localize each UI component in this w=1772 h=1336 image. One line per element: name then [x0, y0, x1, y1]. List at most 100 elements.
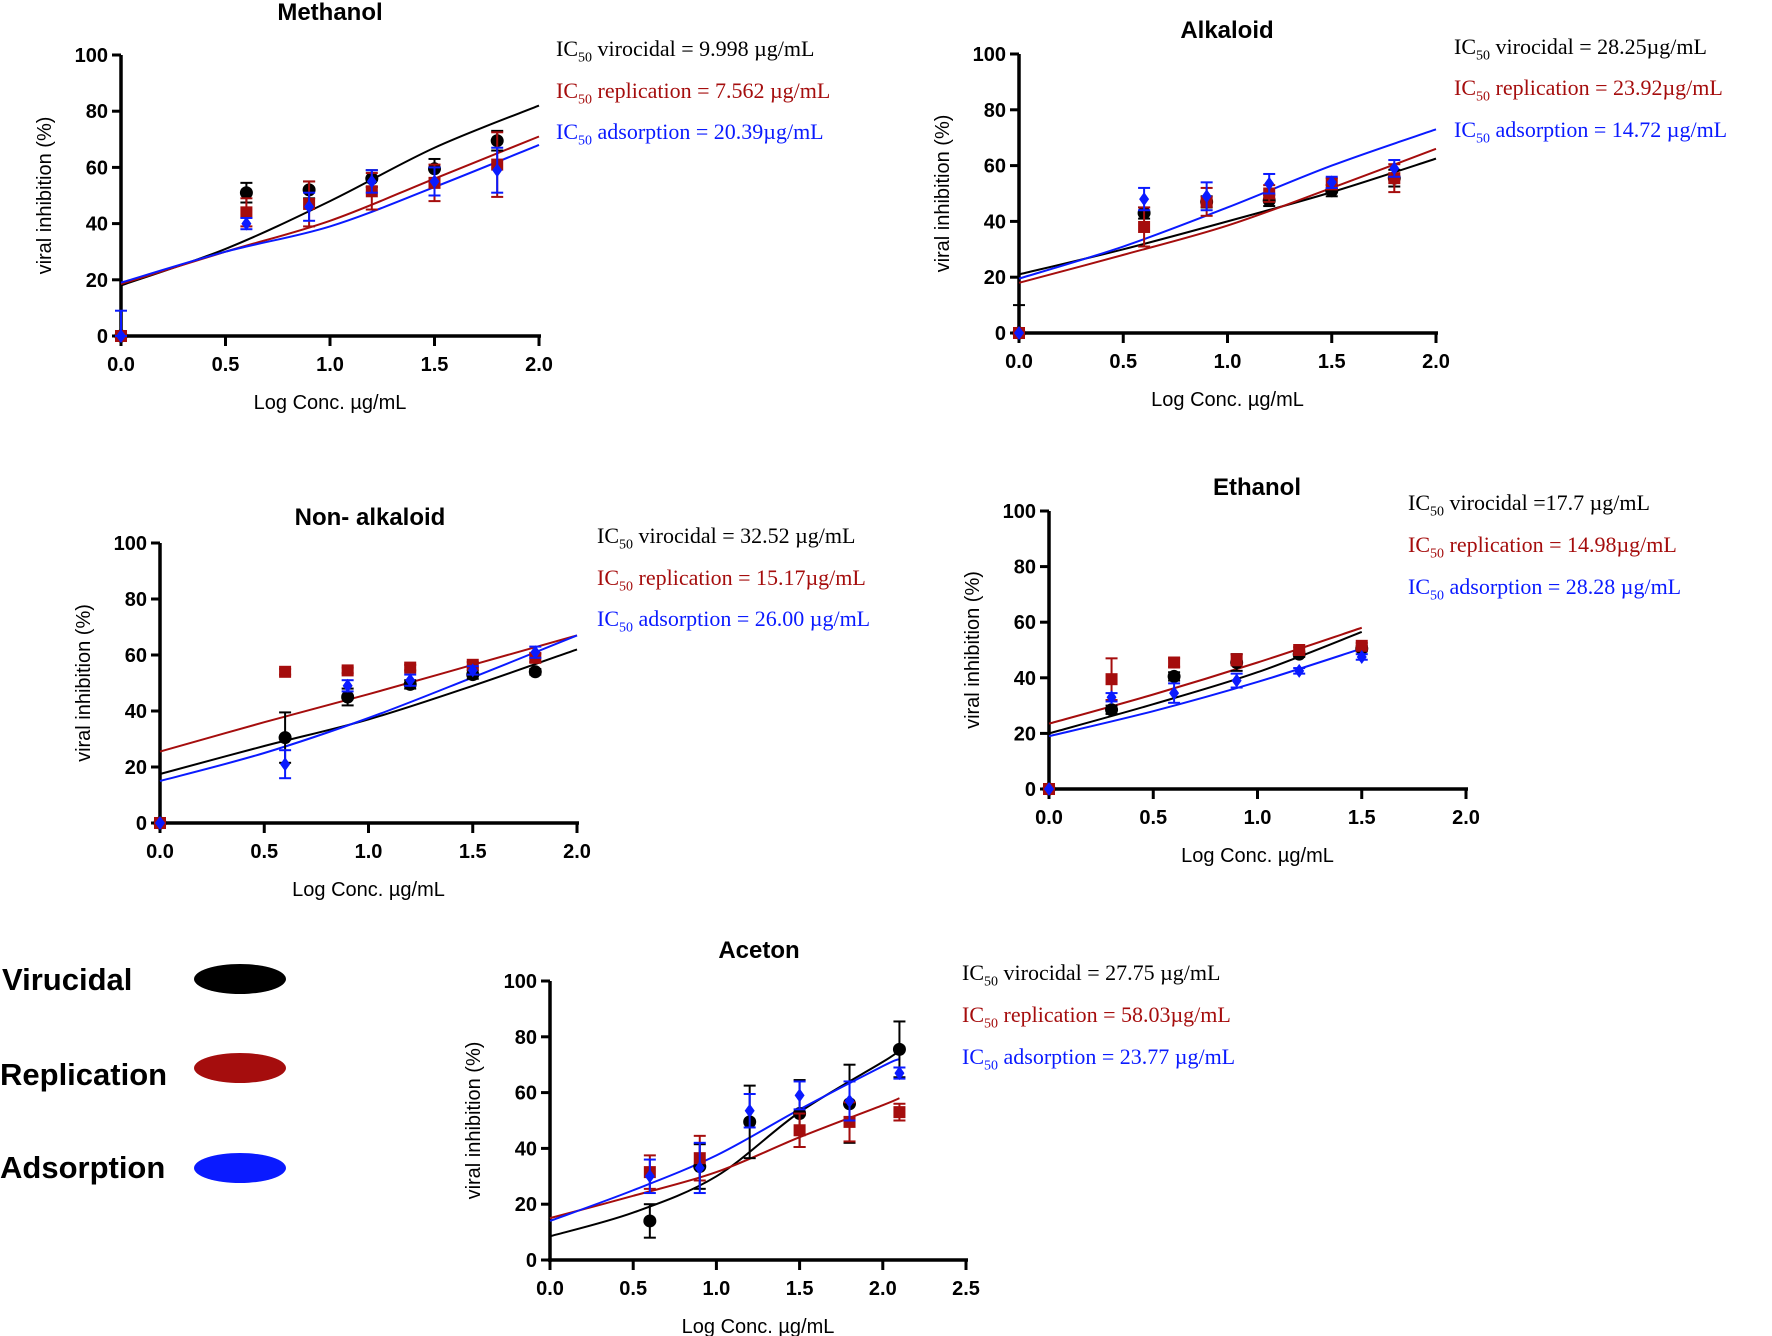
ic50-subscript: 50: [1476, 131, 1490, 147]
y-tick-label: 40: [984, 211, 1006, 233]
ic50-prefix: IC: [556, 78, 578, 103]
data-point-adsorption: [1044, 782, 1054, 796]
ic50-value: adsorption = 20.39µg/mL: [592, 119, 824, 144]
ic50-annotation-adsorption: IC50 adsorption = 28.28 µg/mL: [1408, 574, 1681, 604]
y-tick-label: 60: [125, 645, 147, 667]
y-tick-label: 80: [515, 1027, 537, 1049]
x-tick-label: 0.5: [250, 841, 278, 863]
y-tick-label: 40: [86, 214, 108, 236]
fit-curve-virucidal: [1018, 157, 1437, 276]
data-point-replication: [1355, 639, 1368, 652]
ic50-prefix: IC: [1454, 34, 1476, 59]
data-point-adsorption: [467, 663, 478, 678]
ic50-subscript: 50: [619, 537, 633, 553]
data-point-adsorption: [844, 1093, 855, 1108]
data-point-adsorption: [1294, 663, 1305, 678]
data-point-adsorption: [1231, 673, 1242, 688]
ic50-subscript: 50: [619, 579, 633, 595]
data-point-adsorption: [1201, 189, 1212, 204]
ic50-value: virocidal = 27.75 µg/mL: [998, 960, 1221, 985]
data-point-adsorption: [342, 678, 353, 693]
y-tick-label: 60: [86, 157, 108, 179]
data-point-replication: [893, 1106, 906, 1119]
ic50-value: adsorption = 14.72 µg/mL: [1490, 117, 1728, 142]
x-tick-label: 2.0: [1452, 807, 1480, 829]
ic50-prefix: IC: [962, 1044, 984, 1069]
data-point-replication: [1138, 220, 1151, 233]
y-axis-label: viral inhibition (%): [73, 604, 95, 762]
data-point-virucidal: [1105, 703, 1119, 717]
data-point-adsorption: [794, 1088, 805, 1103]
chart-title: Ethanol: [1213, 474, 1301, 501]
data-point-replication: [1168, 656, 1181, 669]
y-tick-label: 60: [984, 156, 1006, 178]
ic50-value: virocidal = 32.52 µg/mL: [633, 523, 856, 548]
data-point-adsorption: [304, 199, 315, 214]
chart-title: Methanol: [277, 0, 382, 26]
x-axis-label: Log Conc. µg/mL: [1181, 845, 1334, 867]
x-tick-label: 2.0: [563, 841, 591, 863]
fit-curve-replication: [120, 135, 540, 285]
ic50-subscript: 50: [1430, 546, 1444, 562]
y-tick-label: 0: [97, 326, 108, 348]
ic50-subscript: 50: [578, 92, 592, 108]
data-point-adsorption: [280, 757, 291, 772]
y-axis-label: viral inhibition (%): [932, 115, 954, 273]
y-tick-label: 20: [515, 1194, 537, 1216]
ic50-prefix: IC: [597, 523, 619, 548]
x-tick-label: 0.0: [107, 354, 135, 376]
y-tick-label: 20: [86, 270, 108, 292]
ic50-subscript: 50: [1430, 588, 1444, 604]
ic50-value: adsorption = 23.77 µg/mL: [998, 1044, 1236, 1069]
ic50-annotation-adsorption: IC50 adsorption = 23.77 µg/mL: [962, 1044, 1235, 1074]
data-point-virucidal: [892, 1042, 906, 1056]
x-tick-label: 1.0: [702, 1278, 730, 1300]
y-axis-label: viral inhibition (%): [34, 117, 56, 275]
ic50-subscript: 50: [984, 1016, 998, 1032]
x-tick-label: 0.5: [619, 1278, 647, 1300]
x-axis-label: Log Conc. µg/mL: [254, 392, 407, 414]
data-point-adsorption: [492, 163, 503, 178]
x-tick-label: 0.5: [1139, 807, 1167, 829]
data-point-adsorption: [116, 329, 126, 343]
x-tick-label: 2.0: [869, 1278, 897, 1300]
data-point-replication: [279, 665, 292, 678]
y-tick-label: 40: [515, 1138, 537, 1160]
x-axis-label: Log Conc. µg/mL: [292, 879, 445, 901]
y-tick-label: 80: [125, 589, 147, 611]
x-tick-label: 2.0: [1422, 351, 1450, 373]
y-tick-label: 20: [1014, 723, 1036, 745]
y-tick-label: 0: [1025, 779, 1036, 801]
x-tick-label: 1.5: [421, 354, 449, 376]
ic50-prefix: IC: [962, 960, 984, 985]
ic50-value: replication = 15.17µg/mL: [633, 565, 866, 590]
data-point-adsorption: [1139, 192, 1150, 207]
x-axis-label: Log Conc. µg/mL: [1151, 389, 1304, 411]
ic50-annotation-replication: IC50 replication = 23.92µg/mL: [1454, 75, 1723, 105]
data-point-virucidal: [1167, 669, 1181, 683]
y-tick-label: 60: [1014, 612, 1036, 634]
chart-title: Aceton: [718, 937, 799, 964]
data-point-adsorption: [241, 216, 252, 231]
y-tick-label: 100: [1003, 501, 1036, 523]
ic50-annotation-replication: IC50 replication = 58.03µg/mL: [962, 1002, 1231, 1032]
data-point-adsorption: [894, 1066, 905, 1081]
data-point-replication: [404, 661, 417, 674]
data-point-replication: [1230, 653, 1243, 666]
data-point-adsorption: [1169, 686, 1180, 701]
legend-swatch-adsorption: [194, 1153, 286, 1183]
x-tick-label: 2.5: [952, 1278, 980, 1300]
y-tick-label: 40: [1014, 668, 1036, 690]
chart-title: Alkaloid: [1180, 17, 1273, 44]
data-point-replication: [1293, 644, 1306, 656]
x-tick-label: 0.0: [536, 1278, 564, 1300]
y-tick-label: 20: [125, 757, 147, 779]
ic50-prefix: IC: [1454, 117, 1476, 142]
data-point-adsorption: [1389, 161, 1400, 176]
ic50-prefix: IC: [556, 119, 578, 144]
data-point-virucidal: [278, 731, 292, 745]
legend-swatch-replication: [194, 1053, 286, 1083]
data-point-adsorption: [744, 1103, 755, 1118]
ic50-annotation-adsorption: IC50 adsorption = 26.00 µg/mL: [597, 606, 870, 636]
y-tick-label: 20: [984, 267, 1006, 289]
